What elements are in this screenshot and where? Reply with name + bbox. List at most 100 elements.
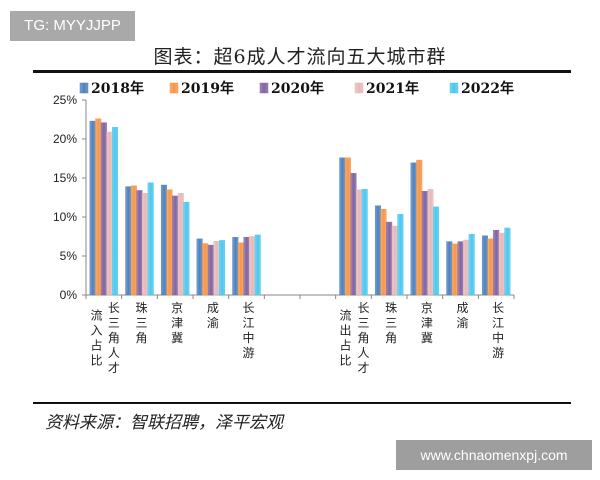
x-tick-label: 中 [242,330,254,345]
x-tick-label: 江 [242,316,254,330]
bar-2020年-成渝 [207,244,214,296]
footer-divider [33,402,571,404]
x-tick-label: 中 [492,330,504,345]
x-tick-label: 三 [108,316,120,330]
bar-2020年-珠三角 [386,221,393,296]
x-tick-label: 江 [492,316,504,330]
x-tick-label: 京 [421,301,433,315]
bar-2021年-长江中游 [498,232,505,296]
legend-swatch-2020年 [259,82,269,94]
legend-label: 2018年 [91,80,144,97]
bar-2018年-长江中游 [232,237,239,296]
bar-2018年-京津冀 [160,184,167,296]
x-tick-label: 游 [242,346,254,360]
bar-2021年-珠三角 [142,193,149,296]
bar-2021年-成渝 [463,239,470,296]
bar-2021年-京津冀 [177,193,184,296]
bar-2022年-京津冀 [183,201,190,296]
y-tick-label: 0% [60,288,78,302]
bar-2019年-京津冀 [166,189,173,296]
title-divider [33,70,571,73]
x-tick-label: 长 [242,301,254,315]
x-tick-label: 角 [135,331,147,345]
x-tick-label: 渝 [207,315,219,330]
bar-2021年-京津冀 [427,189,434,296]
bar-2018年-长三角人才 [89,120,96,296]
x-tick-label: 成 [456,301,468,315]
x-tick-label: 角 [357,331,369,345]
bar-2022年-珠三角 [397,214,404,296]
x-tick-label: 人 [108,346,120,360]
bar-2020年-珠三角 [136,190,143,296]
legend-label: 2020年 [271,80,324,97]
bar-2022年-成渝 [468,233,475,296]
x-tick-label: 珠 [135,301,147,315]
bar-2020年-长江中游 [493,230,500,296]
x-tick-label: 才 [108,361,120,375]
y-tick-label: 10% [53,210,77,224]
bar-2022年-长三角人才 [361,189,368,296]
x-tick-label: 津 [421,316,433,330]
x-tick-label: 京 [171,301,183,315]
source-note: 资料来源：智联招聘，泽平宏观 [45,413,283,433]
x-tick-label: 长 [492,301,504,315]
legend-swatch-2019年 [169,82,179,94]
bar-2019年-长三角人才 [95,118,102,296]
bar-2019年-珠三角 [130,185,137,296]
group-label-outflow: 流出占比 [338,309,352,369]
x-tick-label: 渝 [456,315,468,330]
bar-2018年-长江中游 [481,235,488,296]
bar-2022年-珠三角 [147,182,154,296]
bar-2018年-长三角人才 [339,157,346,296]
bar-2022年-长江中游 [504,227,511,296]
legend-swatch-2021年 [354,82,364,94]
x-tick-label: 长 [357,301,369,315]
x-tick-label: 三 [385,316,397,330]
bar-2019年-长江中游 [237,242,244,296]
x-tick-label: 珠 [385,301,397,315]
bar-2021年-成渝 [213,240,220,296]
bar-2019年-成渝 [451,243,458,296]
legend-label: 2019年 [181,80,234,97]
bar-2018年-成渝 [446,241,453,296]
bar-2020年-成渝 [457,241,464,296]
bar-2018年-珠三角 [125,186,132,296]
y-tick-label: 15% [53,171,77,185]
legend-label: 2021年 [366,80,419,97]
bar-2021年-长三角人才 [356,189,363,296]
x-tick-label: 冀 [421,331,433,345]
bar-2021年-长三角人才 [106,131,113,296]
x-tick-label: 津 [171,316,183,330]
legend-label: 2022年 [461,80,514,97]
x-tick-label: 才 [357,361,369,375]
bar-2022年-长江中游 [254,234,261,296]
bar-2020年-京津冀 [421,191,428,296]
chart-title: 图表：超6成人才流向五大城市群 [153,46,447,68]
bar-2019年-成渝 [202,243,209,296]
x-tick-label: 长 [108,301,120,315]
y-tick-label: 5% [60,249,78,263]
bar-2019年-京津冀 [416,159,423,296]
bar-2022年-长三角人才 [112,127,119,296]
x-tick-label: 冀 [171,331,183,345]
bar-2018年-京津冀 [410,162,417,296]
x-tick-label: 角 [108,331,120,345]
bar-2019年-长江中游 [487,238,494,296]
x-tick-label: 三 [135,316,147,330]
bar-2020年-京津冀 [172,195,179,296]
legend-swatch-2018年 [79,82,89,94]
x-tick-label: 三 [357,316,369,330]
legend-swatch-2022年 [449,82,459,94]
bar-2018年-珠三角 [374,205,381,296]
bar-2019年-珠三角 [380,208,387,296]
bar-2021年-珠三角 [391,225,398,296]
x-tick-label: 角 [385,331,397,345]
watermark-bottom: www.chnaomenxpj.com [396,440,592,470]
bar-2018年-成渝 [196,238,203,296]
x-tick-label: 游 [492,346,504,360]
y-tick-label: 20% [53,132,77,146]
bar-2020年-长江中游 [243,237,250,296]
bar-2021年-长江中游 [249,236,256,296]
bar-2022年-成渝 [219,240,226,296]
